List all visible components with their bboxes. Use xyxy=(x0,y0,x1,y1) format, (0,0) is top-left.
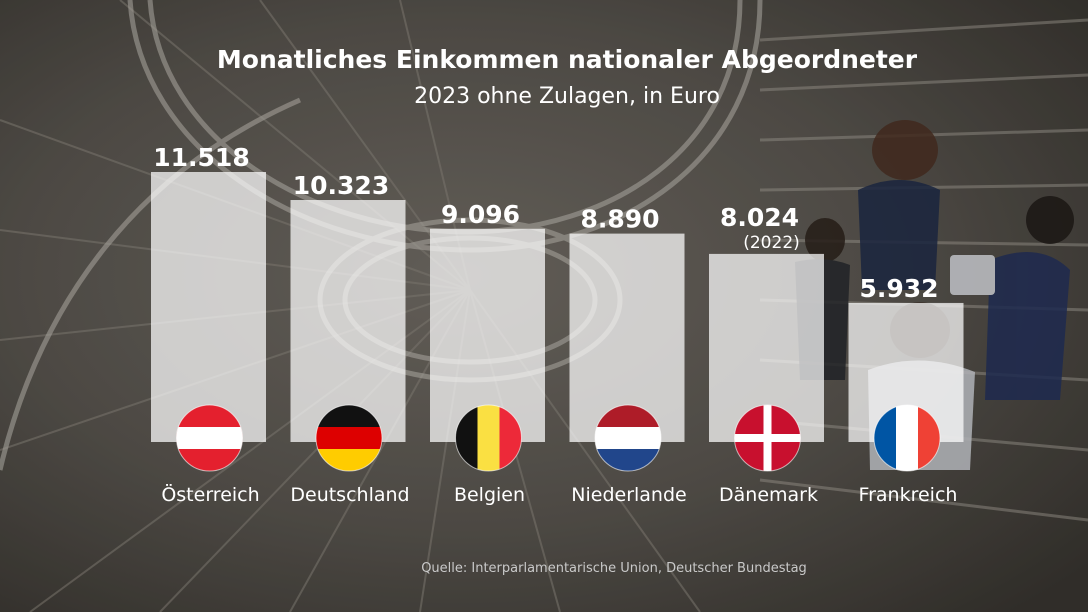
category-label-frankreich: Frankreich xyxy=(859,484,958,506)
bar-österreich xyxy=(151,172,266,442)
category-label-niederlande: Niederlande xyxy=(571,484,686,506)
value-label-österreich: 11.518 xyxy=(153,143,249,172)
chart-title: Monatliches Einkommen nationaler Abgeord… xyxy=(217,45,918,74)
category-label-deutschland: Deutschland xyxy=(290,484,409,506)
value-label-deutschland: 10.323 xyxy=(293,171,389,200)
category-label-österreich: Österreich xyxy=(161,483,259,506)
year-note-dänemark: (2022) xyxy=(743,233,800,253)
germany-flag-icon xyxy=(315,404,383,472)
category-label-dänemark: Dänemark xyxy=(719,484,818,506)
value-label-dänemark: 8.024 xyxy=(720,203,799,232)
austria-flag-icon xyxy=(176,404,243,472)
belgium-flag-icon xyxy=(455,404,522,472)
value-label-frankreich: 5.932 xyxy=(859,274,938,303)
category-label-belgien: Belgien xyxy=(454,484,525,506)
value-label-belgien: 9.096 xyxy=(441,200,520,229)
value-label-niederlande: 8.890 xyxy=(580,205,659,234)
bar-deutschland xyxy=(290,200,406,442)
flags-group xyxy=(176,404,941,472)
chart-subtitle: 2023 ohne Zulagen, in Euro xyxy=(414,84,720,109)
france-flag-icon xyxy=(873,404,941,472)
labels-group: 11.518 Österreich 10.323 Deutschland 9.096 Be… xyxy=(153,143,957,506)
netherlands-flag-icon xyxy=(594,404,662,472)
denmark-flag-icon xyxy=(734,404,801,472)
bars-group xyxy=(151,172,964,442)
source-note: Quelle: Interparlamentarische Union, Deu… xyxy=(421,561,807,576)
